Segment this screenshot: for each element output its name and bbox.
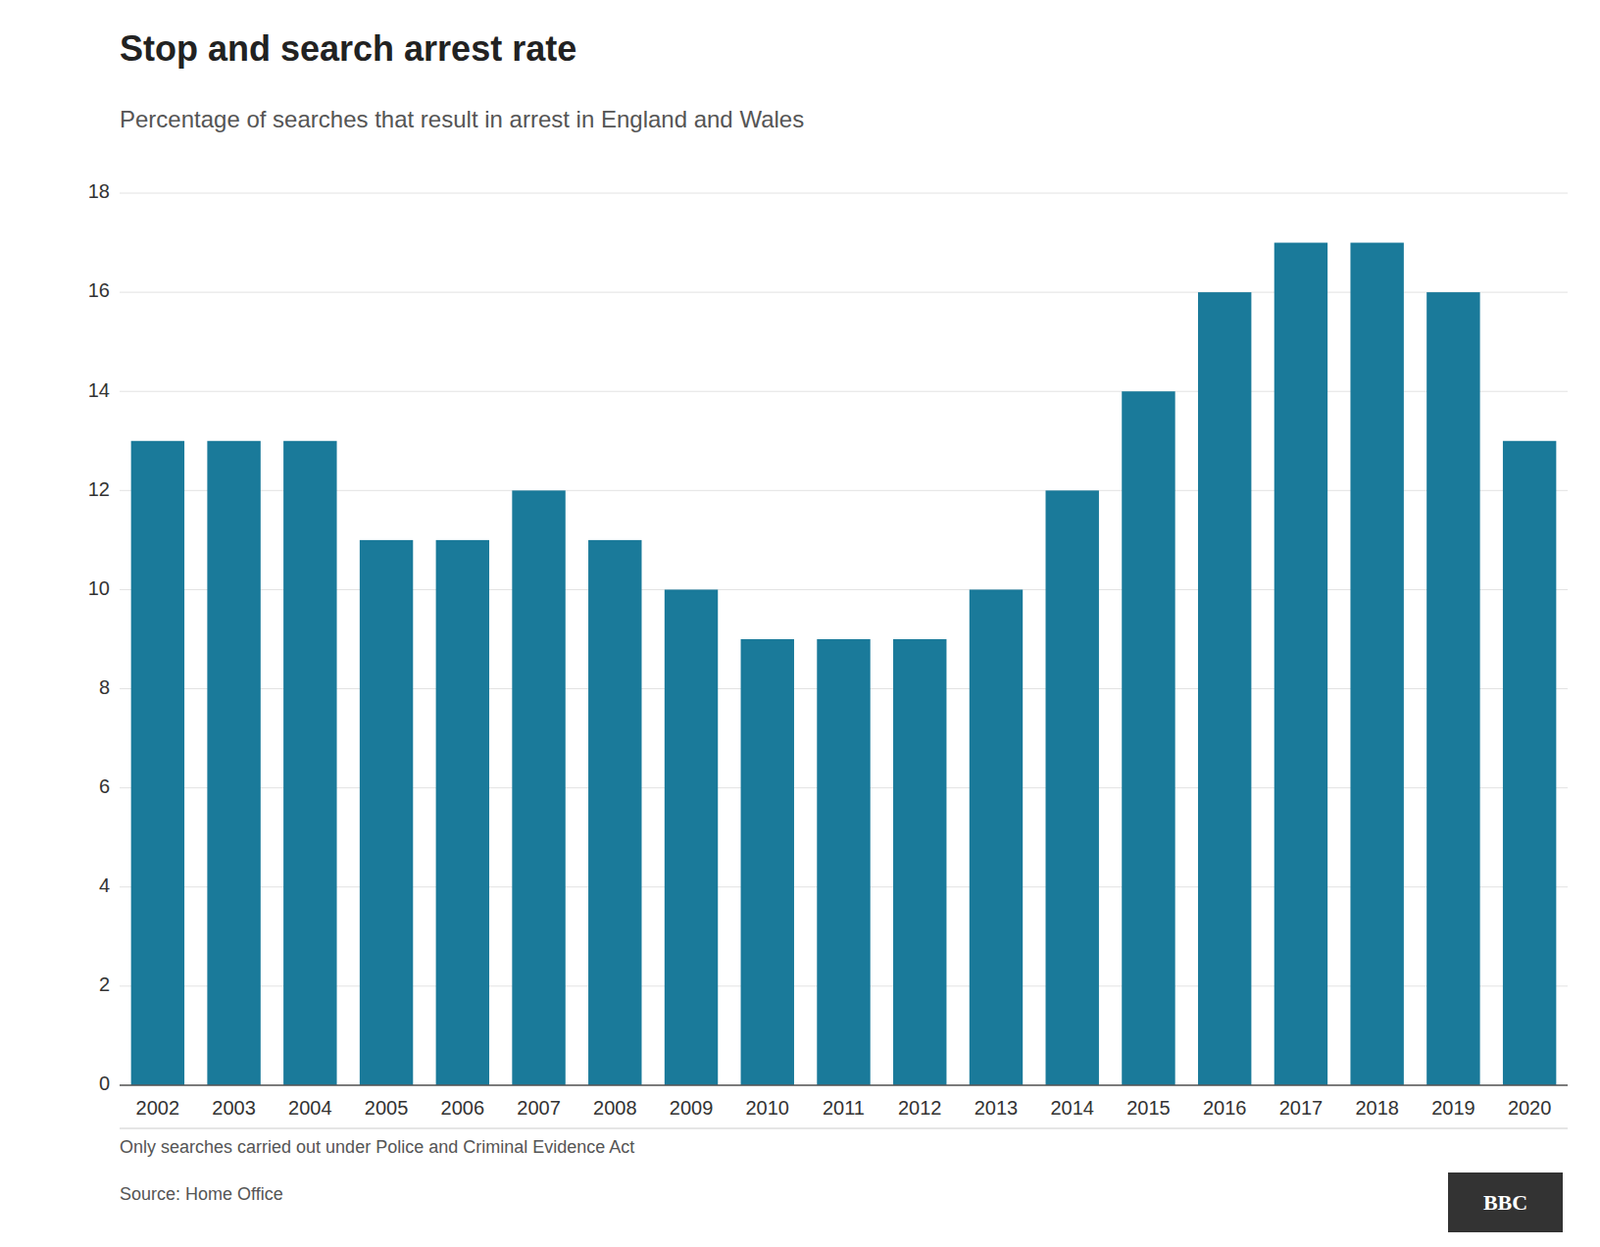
grid-line	[119, 1085, 1568, 1087]
y-grid: 0 2 4 6 8 10 12 14 16 18	[88, 180, 1568, 1095]
y-tick-label: 8	[99, 676, 110, 699]
bar	[588, 540, 642, 1086]
source: Source: Home Office	[119, 1184, 284, 1204]
y-tick-label: 10	[88, 577, 110, 600]
chart: Stop and search arrest rate Percentage of…	[0, 0, 1600, 1247]
y-tick-label: 4	[99, 874, 110, 897]
chart-container: Stop and search arrest rate Percentage of…	[0, 0, 1600, 1247]
bar	[1350, 243, 1403, 1086]
x-tick-label: 2016	[1202, 1097, 1248, 1119]
x-tick-label: 2020	[1507, 1097, 1552, 1119]
bar	[359, 540, 413, 1086]
bar	[1198, 292, 1251, 1086]
bar	[664, 589, 718, 1086]
x-tick-label: 2009	[669, 1097, 714, 1119]
x-tick-label: 2007	[516, 1097, 561, 1119]
x-tick-label: 2006	[441, 1097, 486, 1119]
x-tick-label: 2013	[974, 1097, 1019, 1119]
x-tick-label: 2003	[211, 1097, 256, 1119]
logo-box	[1448, 1172, 1563, 1233]
x-tick-label: 2018	[1354, 1097, 1400, 1119]
bar	[511, 490, 565, 1086]
y-tick-label: 6	[99, 775, 110, 798]
bar	[969, 589, 1023, 1086]
x-ticks: 2002 2003 2004 2005 2006 2007 2008 2009 2010 2011…	[136, 1097, 1552, 1119]
footnote-separator	[119, 1128, 1568, 1130]
grid-line	[119, 193, 1568, 195]
x-axis-line	[119, 1084, 1568, 1087]
subtitle: Percentage of searches that result in ar…	[119, 105, 804, 133]
footnote: Only searches carried out under Police a…	[119, 1137, 635, 1157]
x-tick-label: 2015	[1126, 1097, 1171, 1119]
x-tick-label: 2011	[822, 1097, 865, 1119]
title: Stop and search arrest rate	[119, 28, 577, 69]
y-tick-label: 12	[88, 478, 110, 500]
x-tick-label: 2017	[1279, 1097, 1324, 1119]
bar	[206, 441, 260, 1086]
bar	[1426, 292, 1480, 1086]
y-tick-label: 18	[88, 180, 110, 202]
bar	[816, 639, 870, 1086]
x-tick-label: 2019	[1431, 1097, 1476, 1119]
bar	[893, 639, 947, 1086]
x-tick-label: 2004	[288, 1097, 333, 1119]
bar	[131, 441, 185, 1086]
y-tick-label: 14	[88, 379, 110, 401]
bar	[436, 540, 490, 1086]
background	[0, 0, 1600, 1247]
y-tick-label: 2	[99, 973, 110, 996]
y-tick-label: 16	[88, 279, 110, 301]
bar	[1046, 490, 1100, 1086]
x-tick-label: 2012	[898, 1097, 943, 1119]
bar	[1274, 243, 1328, 1086]
y-tick-label: 0	[99, 1072, 110, 1095]
x-tick-label: 2014	[1050, 1097, 1095, 1119]
bar	[1121, 391, 1175, 1086]
bar	[283, 441, 337, 1086]
bar	[741, 639, 795, 1086]
bar	[1502, 441, 1556, 1086]
x-tick-label: 2008	[593, 1097, 638, 1119]
x-tick-label: 2002	[136, 1097, 181, 1119]
bars	[131, 243, 1557, 1086]
x-tick-label: 2010	[746, 1097, 791, 1119]
x-tick-label: 2005	[364, 1097, 409, 1119]
logo-text: BBC	[1483, 1190, 1528, 1215]
